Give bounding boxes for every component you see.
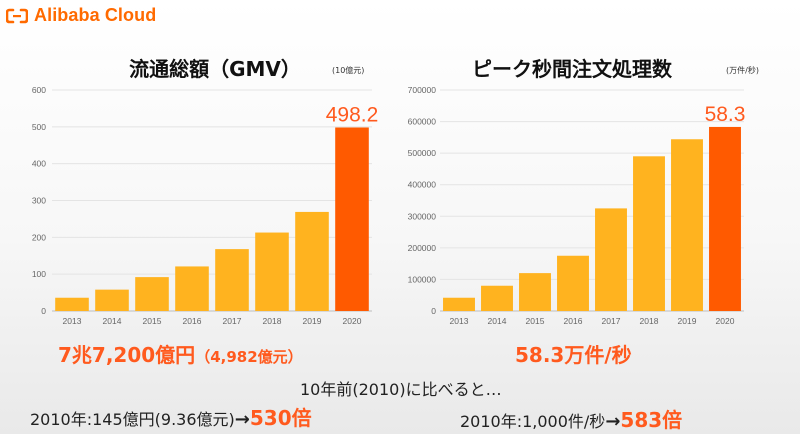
x-tick-label: 2016	[564, 316, 583, 326]
bar-2018	[633, 156, 665, 311]
x-tick-label: 2017	[223, 316, 242, 326]
bar-2020	[709, 126, 741, 311]
chart-unit: (万件/秒)	[726, 65, 759, 75]
data-label: 58.3	[705, 103, 746, 126]
x-tick-label: 2014	[488, 316, 507, 326]
peak-comparison-base: 2010年:1,000件/秒	[460, 412, 606, 431]
peak-summary: 58.3万件/秒	[515, 343, 632, 367]
y-tick-label: 0	[431, 306, 436, 316]
bar-2015	[519, 273, 551, 311]
y-tick-label: 100000	[408, 274, 437, 284]
y-tick-label: 200000	[408, 243, 437, 253]
bar-2020	[335, 127, 369, 311]
gmv-multiplier: 530倍	[249, 406, 312, 430]
y-tick-label: 500000	[408, 148, 437, 158]
gmv-summary-sub: （4,982億元）	[195, 348, 303, 366]
x-tick-label: 2015	[526, 316, 545, 326]
brand-logo: Alibaba Cloud	[6, 5, 156, 26]
y-tick-label: 700000	[408, 85, 437, 95]
alibaba-cloud-icon	[6, 8, 28, 23]
y-tick-label: 400	[32, 159, 46, 169]
x-tick-label: 2018	[640, 316, 659, 326]
comparison-header: 10年前(2010)に比べると…	[300, 380, 502, 399]
y-tick-label: 200	[32, 232, 46, 242]
bar-2015	[135, 277, 169, 311]
bar-2017	[595, 208, 627, 311]
bar-2014	[95, 289, 129, 311]
x-tick-label: 2018	[263, 316, 282, 326]
x-tick-label: 2014	[103, 316, 122, 326]
x-tick-label: 2020	[716, 316, 735, 326]
x-tick-label: 2019	[678, 316, 697, 326]
chart-title: 流通総額（GMV）	[129, 57, 301, 81]
chart-title: ピーク秒間注文処理数	[472, 57, 673, 81]
y-tick-label: 600000	[408, 117, 437, 127]
y-tick-label: 500	[32, 122, 46, 132]
y-tick-label: 600	[32, 85, 46, 95]
x-tick-label: 2017	[602, 316, 621, 326]
x-tick-label: 2020	[343, 316, 362, 326]
y-tick-label: 100	[32, 269, 46, 279]
peak-comparison: 2010年:1,000件/秒→583倍	[460, 404, 682, 433]
y-tick-label: 0	[41, 306, 46, 316]
gmv-comparison: 2010年:145億円(9.36億元)→530倍	[30, 402, 312, 431]
gmv-summary-main: 7兆7,200億円	[58, 343, 196, 367]
bar-2016	[175, 266, 209, 311]
brand-name: Alibaba Cloud	[34, 5, 157, 25]
bar-2017	[215, 249, 249, 311]
peak-multiplier: 583倍	[620, 408, 683, 432]
bar-2013	[443, 297, 475, 311]
gmv-summary: 7兆7,200億円（4,982億元）	[58, 339, 303, 368]
arrow-right-icon: →	[234, 409, 250, 430]
y-tick-label: 300000	[408, 211, 437, 221]
bar-2019	[295, 211, 329, 311]
bar-2018	[255, 232, 289, 311]
data-label: 498.2	[326, 103, 379, 126]
bar-2016	[557, 255, 589, 311]
arrow-right-icon: →	[605, 411, 621, 432]
x-tick-label: 2016	[183, 316, 202, 326]
bar-2014	[481, 285, 513, 311]
bar-2013	[55, 297, 89, 311]
y-tick-label: 400000	[408, 180, 437, 190]
y-tick-label: 300	[32, 196, 46, 206]
x-tick-label: 2013	[450, 316, 469, 326]
gmv-comparison-base: 2010年:145億円(9.36億元)	[30, 410, 235, 429]
bar-2019	[671, 139, 703, 311]
x-tick-label: 2015	[143, 316, 162, 326]
x-tick-label: 2013	[63, 316, 82, 326]
chart-unit: (10億元)	[332, 65, 364, 75]
x-tick-label: 2019	[303, 316, 322, 326]
